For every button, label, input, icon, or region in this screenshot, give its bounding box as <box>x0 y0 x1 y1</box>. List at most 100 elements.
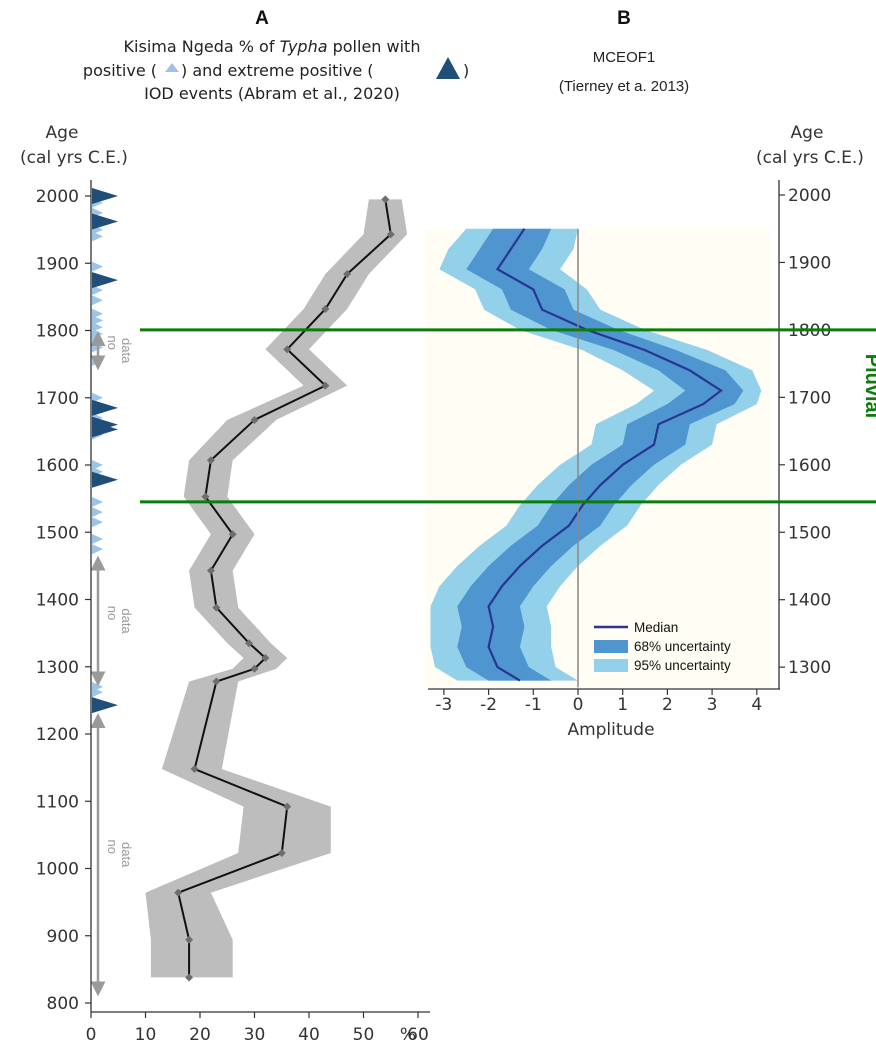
panel-b-letter: B <box>617 8 631 29</box>
typha-data-point <box>185 973 194 982</box>
median-line <box>487 228 723 682</box>
mceof1-plot <box>426 228 771 688</box>
extreme-iod-marker <box>92 188 118 204</box>
panel-b-x-tick-label: -2 <box>480 695 497 715</box>
panel-a-y-tick-label: 1400 <box>36 591 79 611</box>
pluvial-interval <box>140 328 876 504</box>
no-data-label: no <box>105 335 120 349</box>
panel-b-x-tick-label: 1 <box>617 695 628 715</box>
panel-b-y-tick-label: 1300 <box>788 658 831 678</box>
extreme-iod-marker <box>92 471 118 488</box>
title-line2-part-b: ) and extreme positive ( <box>181 61 374 80</box>
panel-b-age-label: Age <box>791 123 824 143</box>
panel-a-y-tick-label: 900 <box>47 927 79 947</box>
panel-b-citation: (Tierney et a. 2013) <box>559 78 689 95</box>
typha-uncertainty-band <box>145 199 408 978</box>
positive-iod-marker <box>92 460 103 470</box>
typha-data-point <box>321 304 330 313</box>
panel-a-age-unit: (cal yrs C.E.) <box>20 148 128 168</box>
legend-68-swatch <box>594 640 628 653</box>
panel-a-x-tick-label: 0 <box>86 1025 97 1045</box>
panel-a-y-tick-label: 1500 <box>36 523 79 543</box>
positive-iod-marker <box>92 295 103 306</box>
typha-data-point <box>250 664 259 673</box>
positive-iod-marker <box>92 308 103 319</box>
panel-b-x-tick-label: -1 <box>525 695 542 715</box>
typha-data-point <box>386 230 395 239</box>
extreme-iod-legend-triangle <box>436 57 460 79</box>
positive-iod-marker <box>92 285 103 296</box>
legend-95-swatch <box>594 659 628 672</box>
title-line2-part-a: positive ( <box>83 61 157 80</box>
panel-b-y-tick-label: 2000 <box>788 186 831 206</box>
no-data-label: no <box>105 839 120 853</box>
panel-a-x-tick-label: 60 <box>407 1025 429 1045</box>
panel-a-x-axis-unit: % <box>400 1025 416 1045</box>
typha-band-area <box>145 199 408 978</box>
extreme-iod-marker <box>92 697 118 714</box>
panel-b-y-tick-label: 1700 <box>788 388 831 408</box>
positive-iod-marker <box>92 315 103 326</box>
no-data-label: data <box>119 842 134 868</box>
panel-a-y-tick-label: 1700 <box>36 389 79 409</box>
typha-data-point <box>206 456 215 465</box>
typha-data-point <box>185 935 194 944</box>
panel-a-y-tick-label: 1600 <box>36 456 79 476</box>
typha-data-point <box>381 195 390 204</box>
panel-a-title-line2: positive ( ) and extreme positive ( ) <box>83 57 469 80</box>
positive-iod-legend-triangle <box>165 63 179 72</box>
positive-iod-marker <box>92 322 103 333</box>
positive-iod-marker <box>92 496 103 507</box>
panel-b-y-tick-label: 1500 <box>788 523 831 543</box>
typha-data-point <box>201 492 210 501</box>
typha-data-point <box>212 677 221 686</box>
positive-iod-marker <box>92 517 103 528</box>
panel-b-y-tick-label: 1600 <box>788 456 831 476</box>
extreme-iod-marker <box>92 399 118 416</box>
positive-iod-marker <box>92 533 103 544</box>
iod-event-markers <box>92 187 118 714</box>
positive-iod-marker <box>92 507 103 518</box>
uncertainty-68-band <box>457 228 744 681</box>
typha-data-point <box>190 764 199 773</box>
typha-data-point <box>261 654 270 663</box>
typha-data-point <box>212 603 221 612</box>
typha-data-point <box>321 381 330 390</box>
panel-a-letter: A <box>255 8 269 29</box>
panel-a-x-tick-label: 40 <box>298 1025 320 1045</box>
typha-data-point <box>343 270 352 279</box>
legend-95-label: 95% uncertainty <box>634 658 731 673</box>
panel-a-y-tick-label: 2000 <box>36 187 79 207</box>
panel-a-x-tick-label: 20 <box>189 1025 211 1045</box>
no-data-label: data <box>119 608 134 634</box>
positive-iod-marker <box>92 261 103 272</box>
panel-b-title: MCEOF1 <box>593 49 656 66</box>
panel-b-x-tick-label: 4 <box>751 695 762 715</box>
panel-a-y-tick-label: 1100 <box>36 792 79 812</box>
panel-b-axes: -3 -2 -1 0 1 2 3 4 Amplitude 1300 1400 1500 1600 1700… <box>428 180 831 740</box>
legend-68-label: 68% uncertainty <box>634 639 731 654</box>
panel-b-x-axis-title: Amplitude <box>567 720 654 740</box>
panel-b-y-tick-label: 1900 <box>788 253 831 273</box>
panel-b-x-tick-label: 0 <box>573 695 584 715</box>
panel-a-y-tick-label: 1800 <box>36 322 79 342</box>
typha-data-point <box>277 849 286 858</box>
panel-a-x-tick-label: 30 <box>244 1025 266 1045</box>
panel-a-y-tick-label: 800 <box>47 994 79 1014</box>
panel-a-axes: 800 900 1000 1100 1200 1300 1400 1500 1600 1700 18… <box>36 180 430 1045</box>
panel-a-age-label: Age <box>46 123 79 143</box>
typha-data-point <box>283 345 292 354</box>
title-line2-part-c: ) <box>463 61 469 80</box>
panel-a-y-tick-label: 1200 <box>36 725 79 745</box>
panel-b-y-tick-label: 1400 <box>788 591 831 611</box>
typha-data-point <box>174 888 183 897</box>
positive-iod-marker <box>92 544 103 555</box>
panel-b-x-tick-label: 3 <box>707 695 718 715</box>
typha-data-point <box>228 530 237 539</box>
typha-data-point <box>250 415 259 424</box>
positive-iod-marker <box>92 231 103 242</box>
panel-a-title-line3: IOD events (Abram et al., 2020) <box>144 84 400 103</box>
panel-b-age-unit: (cal yrs C.E.) <box>756 148 864 168</box>
